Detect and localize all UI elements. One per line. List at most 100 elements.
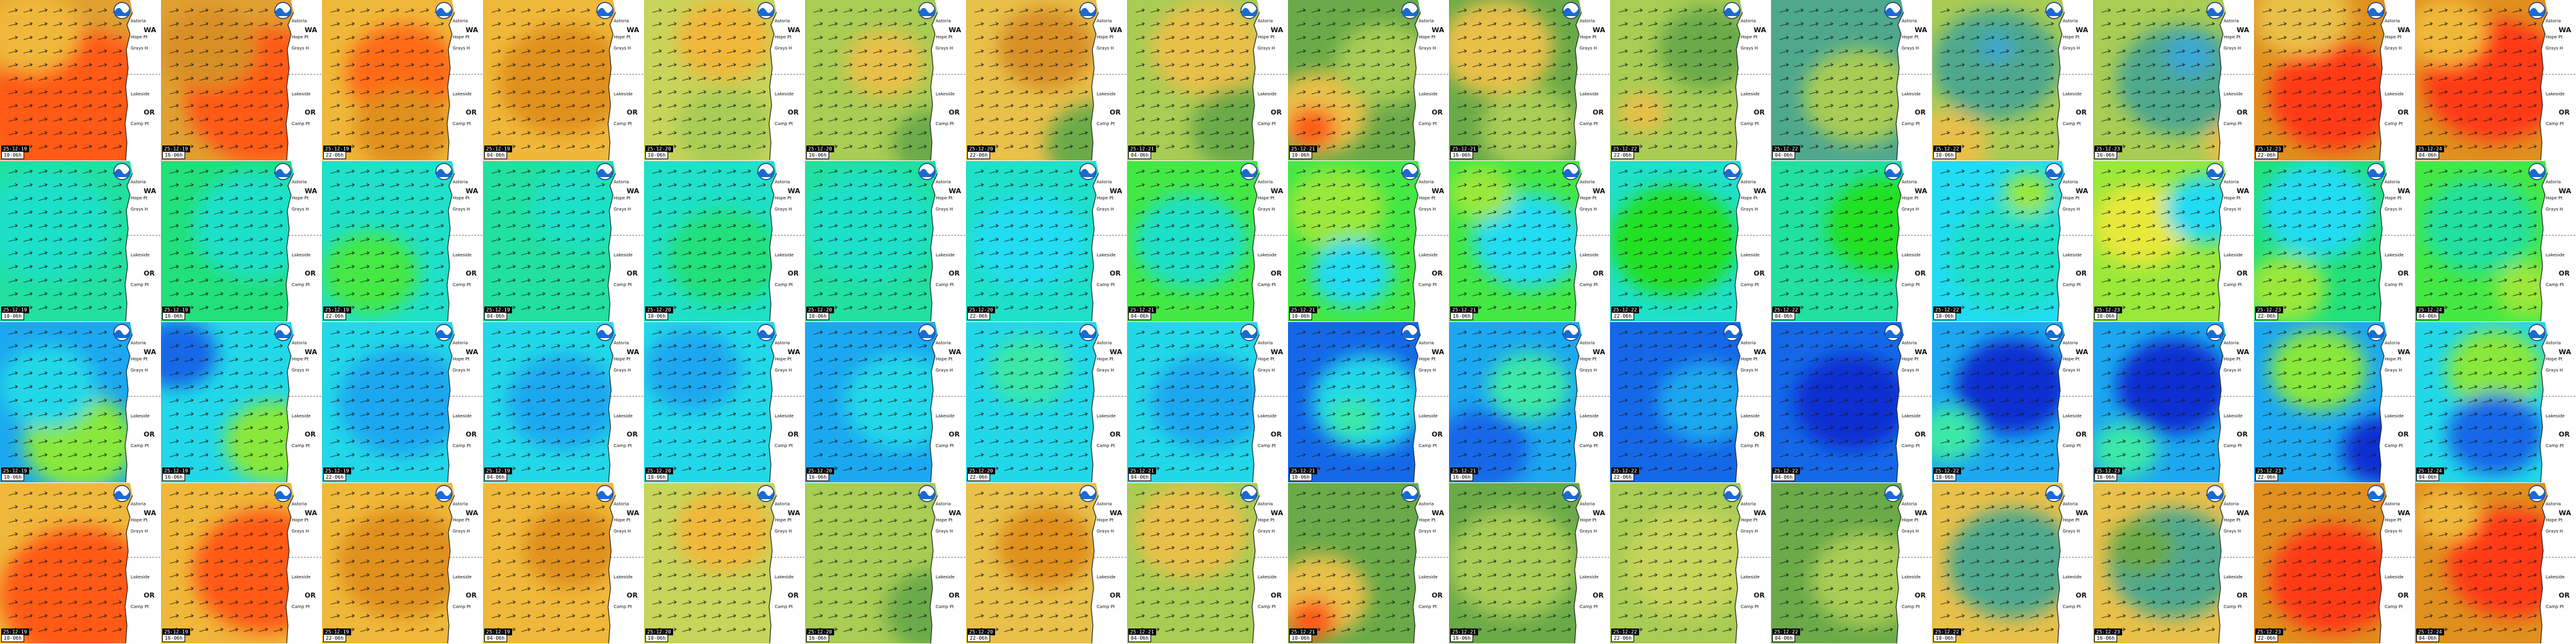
wind-arrow-icon [1487,427,1497,430]
wind-arrow-icon [1194,170,1204,174]
wind-arrow-icon [1970,118,1980,122]
map-tile[interactable]: WA OR Astoria Hope Pt Grays H Lakeside Camp Pt… [2415,161,2575,321]
map-tile[interactable]: WA OR Astoria Hope Pt Grays H Lakeside Camp Pt… [1449,161,1609,321]
map-tile[interactable]: WA OR Astoria Hope Pt Grays H Lakeside Camp Pt… [805,0,965,160]
city-label: Astoria [775,19,790,24]
wind-arrow-icon [2423,91,2433,95]
wind-arrow-icon [1692,279,1702,283]
wind-arrow-icon [2262,345,2272,349]
map-tile[interactable]: WA OR Astoria Hope Pt Grays H Lakeside Camp Pt… [0,322,160,482]
wind-arrow-icon [2453,118,2463,122]
wind-arrow-icon [491,266,501,269]
map-tile[interactable]: WA OR Astoria Hope Pt Grays H Lakeside Camp Pt… [0,161,160,321]
city-label: Grays H [2385,368,2402,373]
map-tile[interactable]: WA OR Astoria Hope Pt Grays H Lakeside Camp Pt… [805,161,965,321]
wind-arrow-icon [2175,307,2185,310]
wind-arrow-icon [1970,225,1980,228]
wind-arrow-icon [1824,170,1834,174]
wind-arrow-icon [595,440,605,444]
map-tile[interactable]: WA OR Astoria Hope Pt Grays H Lakeside Camp Pt… [644,0,804,160]
wind-arrow-icon [565,279,575,283]
forecast-date-label: 25-12-19 [162,307,190,313]
map-tile[interactable]: WA OR Astoria Hope Pt Grays H Lakeside Camp Pt… [2415,0,2575,160]
wind-arrow-icon [1326,440,1336,444]
map-tile[interactable]: WA OR Astoria Hope Pt Grays H Lakeside Camp Pt… [2093,0,2253,160]
city-label: Astoria [1419,180,1434,185]
map-tile[interactable]: WA OR Astoria Hope Pt Grays H Lakeside Camp Pt… [1288,0,1448,160]
map-tile[interactable]: WA OR Astoria Hope Pt Grays H Lakeside Camp Pt… [1610,322,1770,482]
wind-arrow-icon [2438,372,2448,376]
city-label: Lakeside [2063,92,2082,97]
map-tile[interactable]: WA OR Astoria Hope Pt Grays H Lakeside Camp Pt… [1449,322,1609,482]
wind-arrow-icon [38,184,48,188]
map-tile[interactable]: WA OR Astoria Hope Pt Grays H Lakeside Camp Pt… [2415,322,2575,482]
map-tile[interactable]: WA OR Astoria Hope Pt Grays H Lakeside Camp Pt… [2254,322,2414,482]
wind-arrow-icon [1809,77,1819,81]
map-tile[interactable]: WA OR Astoria Hope Pt Grays H Lakeside Camp Pt… [1127,0,1287,160]
map-tile[interactable]: WA OR Astoria Hope Pt Grays H Lakeside Camp Pt… [1771,0,1931,160]
map-tile[interactable]: WA OR Astoria Hope Pt Grays H Lakeside Camp Pt… [966,322,1126,482]
wind-arrow-icon [682,238,692,242]
map-tile[interactable]: WA OR Astoria Hope Pt Grays H Lakeside Camp Pt… [483,161,643,321]
wind-arrow-icon [2277,372,2287,376]
map-tile[interactable]: WA OR Astoria Hope Pt Grays H Lakeside Camp Pt… [1127,161,1287,321]
map-tile[interactable]: WA OR Astoria Hope Pt Grays H Lakeside Camp Pt… [1932,161,2092,321]
map-tile[interactable]: WA OR Astoria Hope Pt Grays H Lakeside Camp Pt… [0,0,160,160]
wind-arrow-icon [2438,331,2448,335]
map-tile[interactable]: WA OR Astoria Hope Pt Grays H Lakeside Camp Pt… [161,322,321,482]
wind-arrow-icon [1838,293,1848,297]
wind-arrow-icon [1955,252,1965,256]
map-tile[interactable]: WA OR Astoria Hope Pt Grays H Lakeside Camp Pt… [644,161,804,321]
map-tile[interactable]: WA OR Astoria Hope Pt Grays H Lakeside Camp Pt… [1610,161,1770,321]
city-label: Camp Pt [1419,443,1437,448]
map-tile[interactable]: WA OR Astoria Hope Pt Grays H Lakeside Camp Pt… [161,161,321,321]
map-tile[interactable]: WA OR Astoria Hope Pt Grays H Lakeside Camp Pt… [483,322,643,482]
map-tile[interactable]: WA OR Astoria Hope Pt Grays H Lakeside Camp Pt… [966,0,1126,160]
map-tile[interactable]: WA OR Astoria Hope Pt Grays H Lakeside Camp Pt… [1932,0,2092,160]
wind-arrow-icon [2175,440,2185,444]
map-tile[interactable]: WA OR Astoria Hope Pt Grays H Lakeside Camp Pt… [1771,322,1931,482]
wind-arrow-icon [1955,132,1965,136]
map-tile[interactable]: WA OR Astoria Hope Pt Grays H Lakeside Camp Pt… [1610,0,1770,160]
wind-arrow-icon [887,399,897,403]
city-label: Hope Pt [1419,357,1436,362]
wind-arrow-icon [1355,77,1365,81]
map-tile[interactable]: WA OR Astoria Hope Pt Grays H Lakeside Camp Pt… [1932,322,2092,482]
map-tile[interactable]: WA OR Astoria Hope Pt Grays H Lakeside Camp Pt… [805,322,965,482]
wind-arrow-icon [1472,454,1482,458]
map-tile[interactable]: WA OR Astoria Hope Pt Grays H Lakeside Camp Pt… [2093,161,2253,321]
wind-arrow-icon [67,105,77,108]
city-label: Camp Pt [1902,443,1920,448]
wind-arrow-icon [1165,238,1175,242]
wind-arrow-icon [67,9,77,13]
map-tile[interactable]: WA OR Astoria Hope Pt Grays H Lakeside Camp Pt… [2093,322,2253,482]
noaa-logo-icon [113,324,131,341]
wind-arrow-icon [1370,238,1380,242]
map-tile[interactable]: WA OR Astoria Hope Pt Grays H Lakeside Camp Pt… [161,0,321,160]
field-map [2254,0,2414,160]
map-tile[interactable]: WA OR Astoria Hope Pt Grays H Lakeside Camp Pt… [1288,161,1448,321]
wind-arrow-icon [2131,252,2141,256]
map-tile[interactable]: WA OR Astoria Hope Pt Grays H Lakeside Camp Pt… [322,322,482,482]
map-tile[interactable]: WA OR Astoria Hope Pt Grays H Lakeside Camp Pt… [2254,161,2414,321]
map-tile[interactable]: WA OR Astoria Hope Pt Grays H Lakeside Camp Pt… [1127,322,1287,482]
map-tile[interactable]: WA OR Astoria Hope Pt Grays H Lakeside Camp Pt… [322,161,482,321]
map-tile[interactable]: WA OR Astoria Hope Pt Grays H Lakeside Camp Pt… [322,0,482,160]
map-tile[interactable]: WA OR Astoria Hope Pt Grays H Lakeside Camp Pt… [966,161,1126,321]
map-tile[interactable]: WA OR Astoria Hope Pt Grays H Lakeside Camp Pt… [644,322,804,482]
wind-arrow-icon [813,211,823,215]
wind-arrow-icon [2453,293,2463,297]
wind-arrow-icon [360,118,370,122]
map-tile[interactable]: WA OR Astoria Hope Pt Grays H Lakeside Camp Pt… [1288,322,1448,482]
forecast-time-label: 10-06h [1289,312,1312,320]
wind-arrow-icon [828,331,838,335]
map-tile[interactable]: WA OR Astoria Hope Pt Grays H Lakeside Camp Pt… [2254,0,2414,160]
map-tile[interactable]: WA OR Astoria Hope Pt Grays H Lakeside Camp Pt… [1449,0,1609,160]
map-tile[interactable]: WA OR Astoria Hope Pt Grays H Lakeside Camp Pt… [1771,161,1931,321]
wind-arrow-icon [1838,252,1848,256]
field-map [483,0,643,160]
wind-arrow-icon [1487,307,1497,310]
map-tile[interactable]: WA OR Astoria Hope Pt Grays H Lakeside Camp Pt… [483,0,643,160]
state-label-or: OR [949,269,960,277]
wind-arrow-icon [1561,238,1571,242]
